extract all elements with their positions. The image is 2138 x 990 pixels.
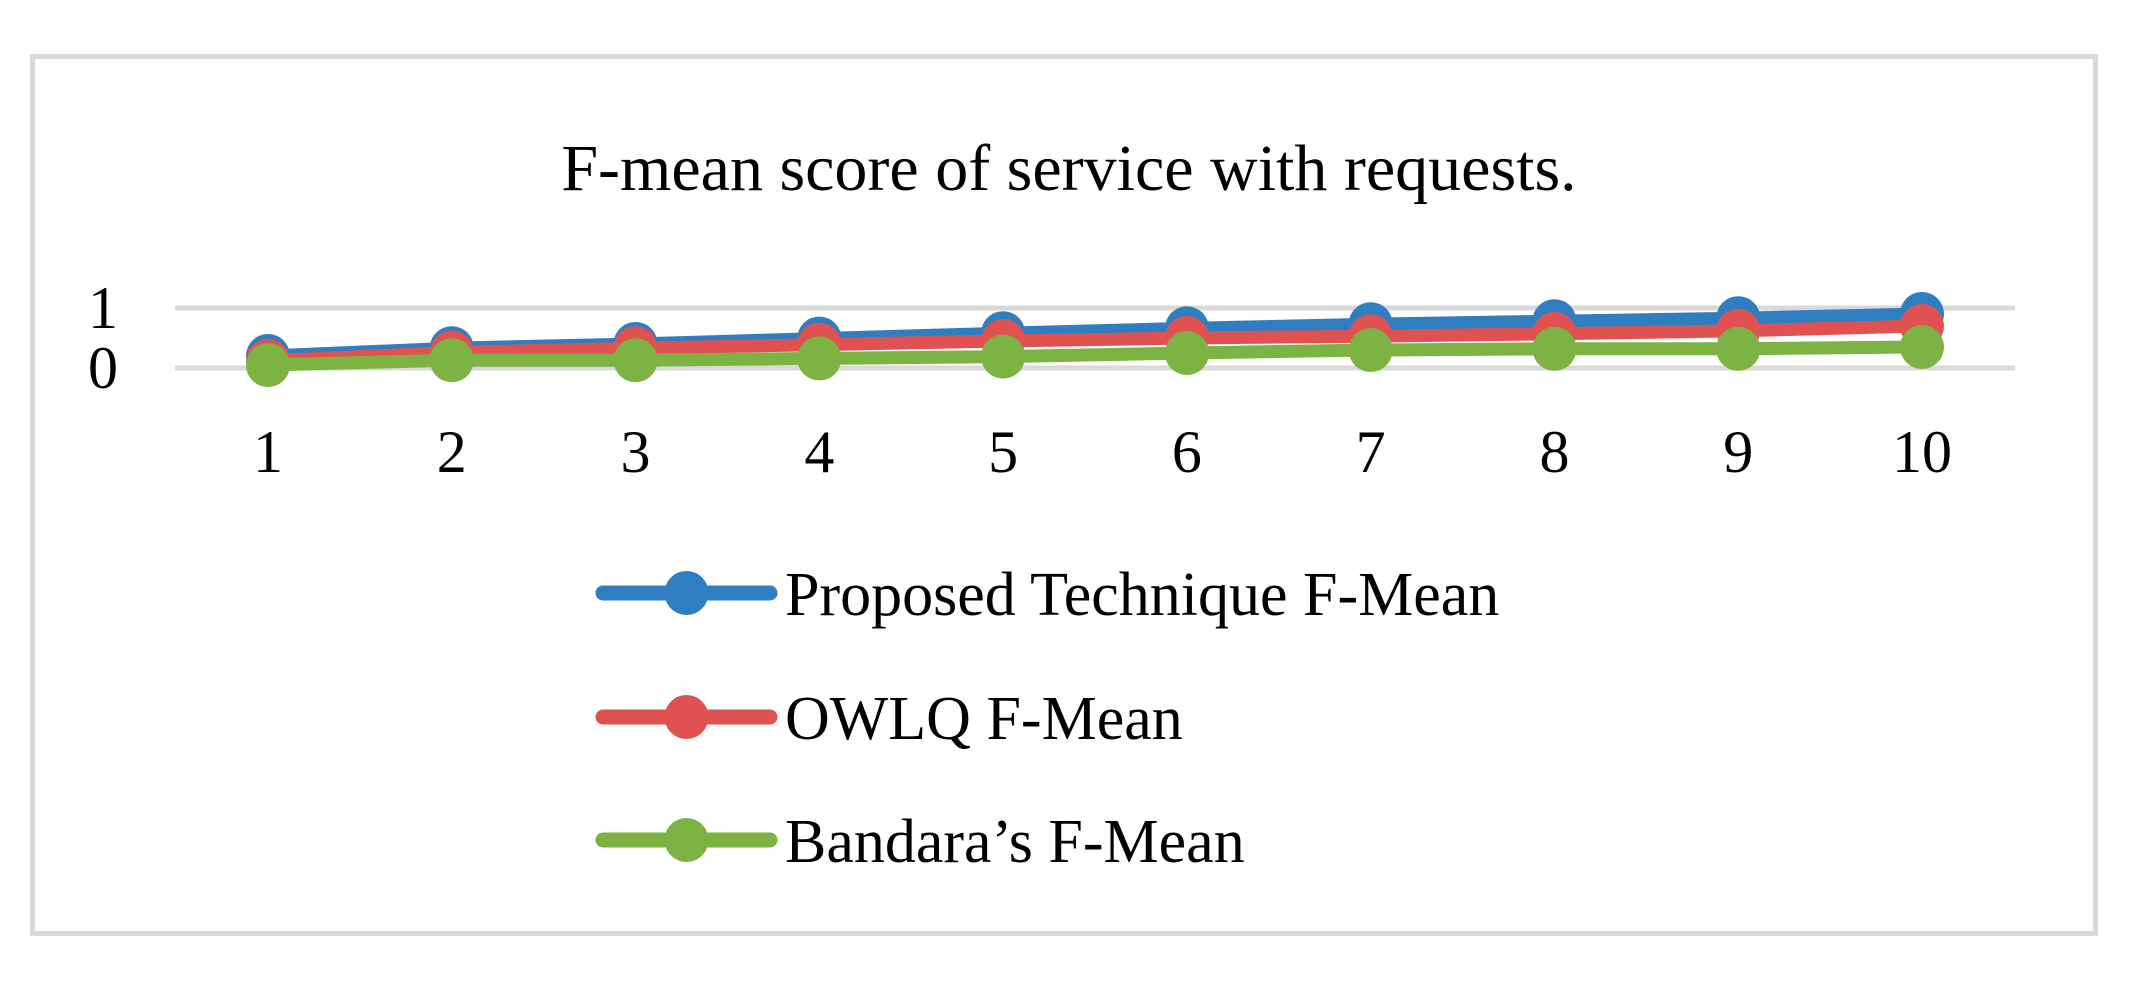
data-point [1716, 326, 1761, 371]
data-point [246, 343, 290, 387]
y-tick-label: 0 [88, 335, 118, 401]
x-tick-label: 7 [1356, 419, 1386, 485]
series-line [261, 340, 1929, 372]
chart-title: F-mean score of service with requests. [561, 132, 1576, 205]
data-point [981, 334, 1026, 379]
x-tick-label: 4 [804, 419, 834, 485]
data-point [1900, 325, 1944, 369]
data-point [797, 336, 842, 381]
x-tick-label: 6 [1172, 419, 1202, 485]
data-point [1348, 328, 1393, 372]
x-tick-label: 1 [253, 419, 283, 485]
x-tick-label: 5 [988, 419, 1018, 485]
data-point [1532, 326, 1577, 371]
legend-item: Bandara’s F-Mean [595, 808, 1245, 876]
legend-marker-swatch [664, 571, 709, 615]
series-line [261, 319, 1929, 368]
x-tick-label: 8 [1539, 419, 1569, 485]
x-tick-label: 3 [621, 419, 651, 485]
legend-item: OWLQ F-Mean [595, 685, 1183, 753]
legend-label: Bandara’s F-Mean [785, 808, 1245, 876]
x-tick-label: 9 [1723, 419, 1753, 485]
x-tick-label: 2 [437, 419, 467, 485]
legend-label: Proposed Technique F-Mean [785, 561, 1499, 629]
legend-item: Proposed Technique F-Mean [595, 561, 1499, 629]
y-tick-label: 1 [88, 275, 118, 341]
legend-label: OWLQ F-Mean [785, 685, 1183, 753]
series-3 [246, 325, 1944, 387]
data-point [613, 338, 658, 383]
legend-marker-swatch [664, 695, 709, 739]
data-point [1164, 331, 1209, 375]
legend-marker-swatch [664, 818, 709, 862]
chart-frame [30, 54, 2098, 936]
x-tick-label: 10 [1892, 419, 1952, 485]
data-point [429, 338, 474, 383]
